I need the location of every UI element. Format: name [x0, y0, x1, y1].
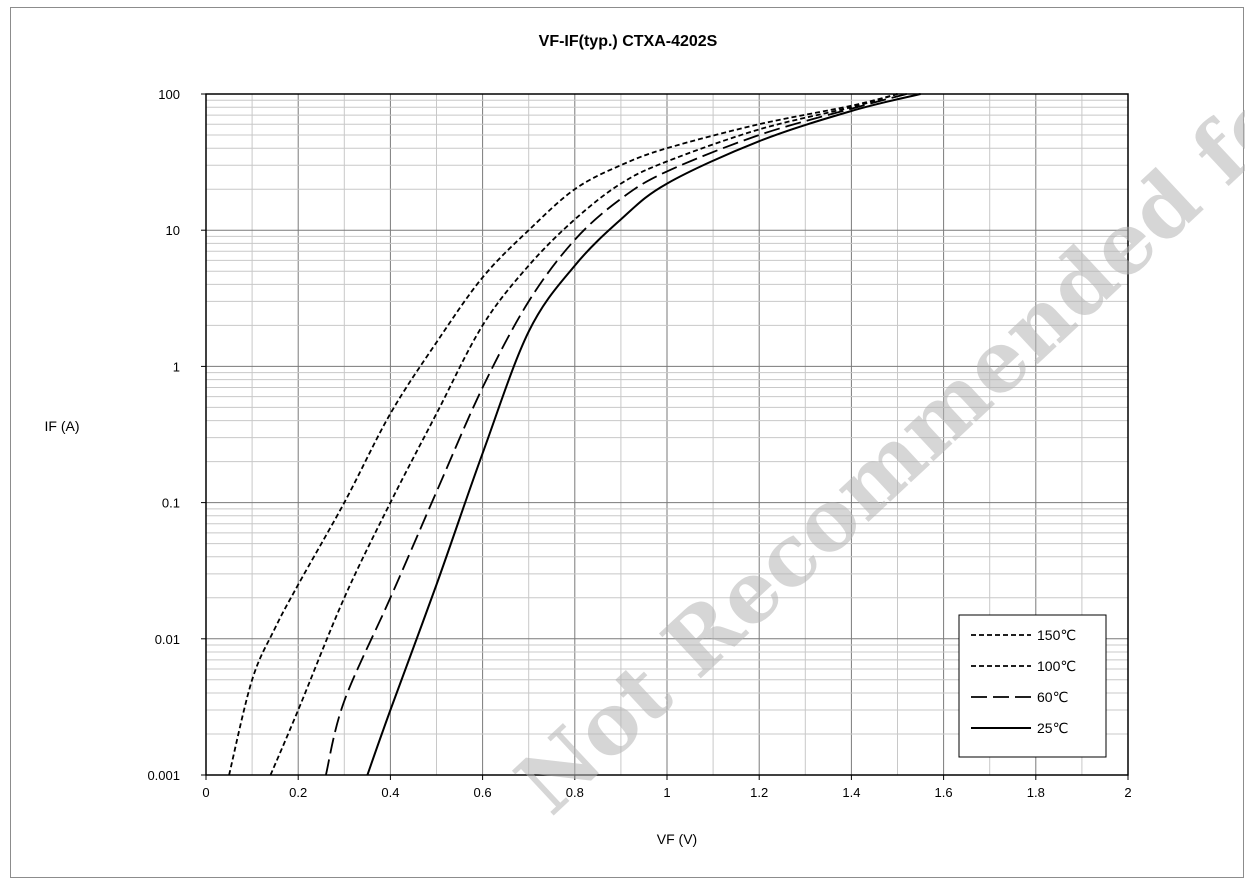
x-tick-label: 1.4 — [842, 785, 860, 800]
x-tick-label: 1.6 — [935, 785, 953, 800]
y-tick-label: 0.001 — [147, 768, 180, 783]
x-tick-label: 1.8 — [1027, 785, 1045, 800]
tick-layer: 0 0.2 0.4 0.6 0.8 1 1.2 1.4 1.6 1.8 2 0.001 0.01 0.1 1… — [147, 87, 1131, 800]
chart-frame: 0 0.2 0.4 0.6 0.8 1 1.2 1.4 1.6 1.8 2 0.001 0.01 0.1 1… — [10, 7, 1246, 878]
x-tick-label: 0.8 — [566, 785, 584, 800]
y-tick-label: 100 — [158, 87, 180, 102]
x-axis-title: VF (V) — [657, 831, 697, 847]
legend: 150℃ 100℃ 60℃ 25℃ — [958, 614, 1107, 758]
legend-label: 100℃ — [1037, 658, 1076, 674]
series-line — [325, 93, 907, 776]
series-layer — [228, 93, 921, 776]
legend-label: 25℃ — [1037, 720, 1068, 736]
legend-label: 150℃ — [1037, 627, 1076, 643]
series-line — [228, 93, 898, 776]
y-tick-label: 0.1 — [162, 496, 180, 511]
vf-if-chart: 0 0.2 0.4 0.6 0.8 1 1.2 1.4 1.6 1.8 2 0.001 0.01 0.1 1… — [45, 8, 1246, 847]
x-tick-label: 1.2 — [750, 785, 768, 800]
x-tick-label: 0.4 — [381, 785, 399, 800]
y-tick-label: 1 — [173, 359, 180, 374]
x-tick-label: 0.2 — [289, 785, 307, 800]
x-tick-label: 0.6 — [474, 785, 492, 800]
chart-title: VF-IF(typ.) CTXA-4202S — [539, 33, 718, 50]
series-line — [366, 93, 921, 776]
y-tick-label: 10 — [166, 223, 180, 238]
legend-box — [958, 614, 1107, 758]
y-axis-title: IF (A) — [45, 418, 80, 434]
x-tick-label: 0 — [202, 785, 209, 800]
series-line — [269, 93, 898, 776]
x-tick-label: 1 — [663, 785, 670, 800]
y-tick-label: 0.01 — [155, 632, 180, 647]
x-tick-label: 2 — [1124, 785, 1131, 800]
legend-label: 60℃ — [1037, 689, 1068, 705]
